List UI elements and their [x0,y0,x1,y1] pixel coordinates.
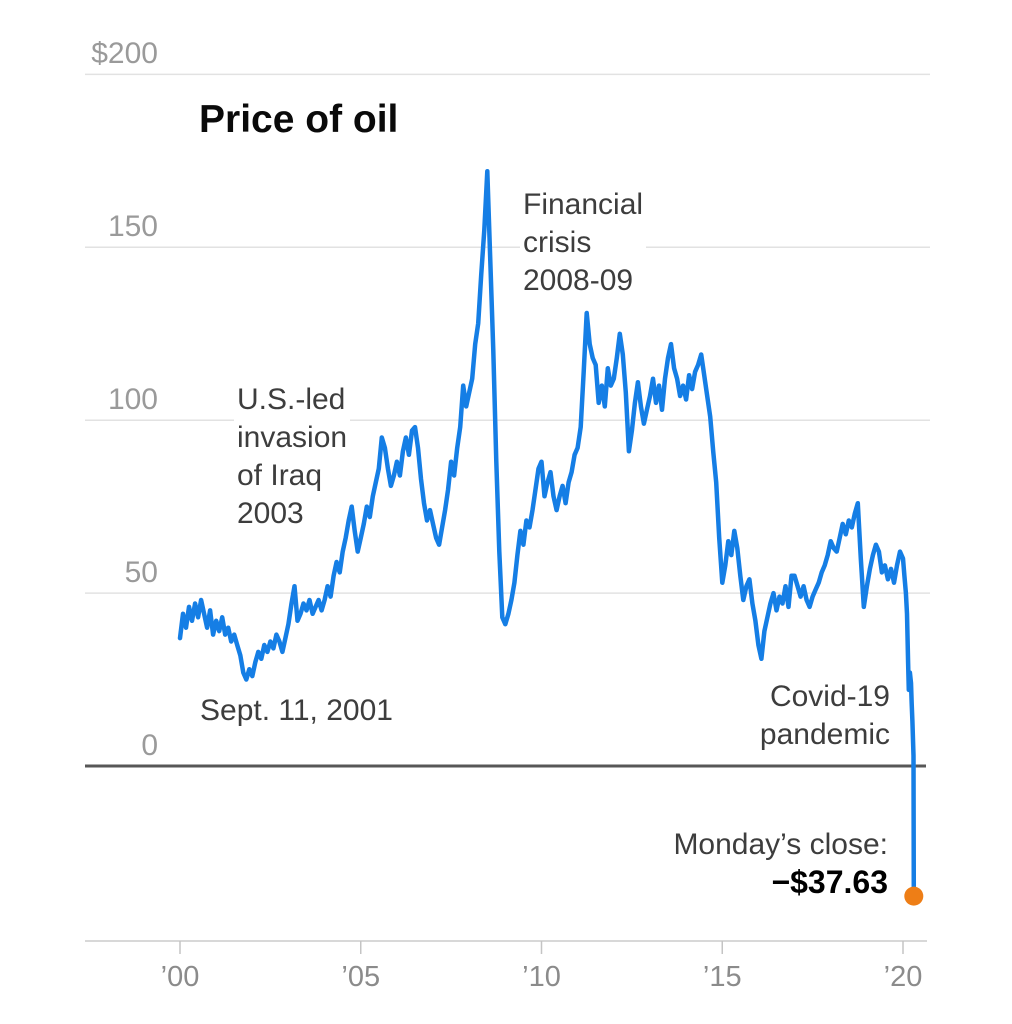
y-axis-label-200: $200 [91,37,158,71]
annotation-sept-11: Sept. 11, 2001 [197,692,396,730]
monday-close-value: −$37.63 [771,864,888,900]
y-axis-label-100: 100 [107,383,158,417]
annotation-line: 2003 [237,497,304,530]
x-axis-label-2000: ’00 [160,961,200,993]
monday-close-label: Monday’s close: [673,828,888,861]
annotation-financial-crisis: Financial crisis 2008-09 [520,186,647,300]
annotation-line: U.S.-led [237,383,346,416]
y-axis-label-0: 0 [141,729,158,762]
x-axis-label-2005: ’05 [341,961,381,993]
annotation-monday-close: Monday’s close: −$37.63 [670,826,891,901]
x-axis-label-2015: ’15 [702,961,742,993]
oil-price-line [177,168,917,899]
annotation-line: of Iraq [237,459,323,492]
annotation-line: Financial [523,188,644,221]
y-axis-label-50: 50 [124,556,158,590]
annotation-line: invasion [237,421,348,454]
y-axis-label-150: 150 [107,210,158,244]
annotation-line: crisis [523,226,592,259]
annotation-line: Covid-19 [769,680,890,713]
x-axis-label-2020: ’20 [883,961,923,993]
chart-title: Price of oil [199,98,399,141]
annotation-line: 2008-09 [523,264,634,297]
x-axis-label-2010: ’10 [522,961,561,993]
annotation-line: pandemic [759,718,890,751]
annotation-line: Sept. 11, 2001 [200,694,393,727]
monday-close-dot [904,886,924,906]
annotation-iraq-invasion: U.S.-led invasion of Iraq 2003 [234,381,351,533]
annotation-covid: Covid-19 pandemic [756,678,893,754]
